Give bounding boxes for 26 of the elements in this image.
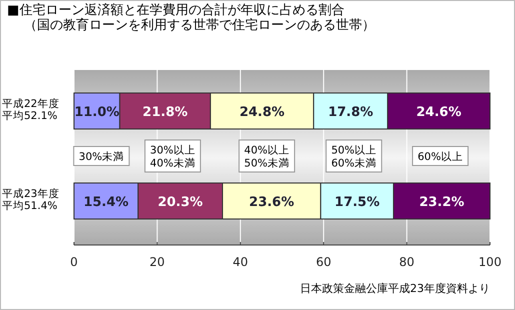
series-label: 30%未満 (78, 150, 124, 163)
x-tick-label: 0 (70, 255, 78, 269)
data-label: 23.6% (249, 195, 294, 210)
data-label: 24.8% (239, 105, 285, 120)
series-label: 40%以上 50%未満 (244, 144, 290, 170)
data-label: 11.0% (74, 105, 120, 120)
series-label: 50%以上 60%未満 (331, 144, 377, 170)
y-tick-label: 平成23年度平均51.4% (2, 188, 60, 212)
data-label: 23.2% (419, 195, 464, 210)
x-tick-label: 20 (150, 255, 165, 269)
x-tick-label: 80 (399, 255, 414, 269)
data-label: 15.4% (83, 195, 129, 210)
data-label: 17.8% (328, 105, 374, 120)
x-tick-label: 60 (316, 255, 332, 269)
series-label: 60%以上 (418, 150, 463, 163)
data-label: 21.8% (142, 105, 188, 120)
chart-subtitle: （国の教育ローンを利用する世帯で住宅ローンのある世帯） (24, 17, 375, 33)
data-label: 17.5% (334, 195, 380, 210)
x-tick-label: 40 (232, 255, 248, 269)
x-tick-label: 100 (478, 255, 502, 269)
chart-title: ■住宅ローン返済額と在学費用の合計が年収に占める割合 (7, 2, 344, 18)
series-label: 30%以上 40%未満 (150, 144, 196, 170)
data-label: 24.6% (416, 105, 462, 120)
y-tick-label: 平成22年度平均52.1% (2, 98, 60, 122)
text: 日本政策金融公庫平成23年度資料より (300, 282, 490, 295)
data-label: 20.3% (158, 195, 203, 210)
